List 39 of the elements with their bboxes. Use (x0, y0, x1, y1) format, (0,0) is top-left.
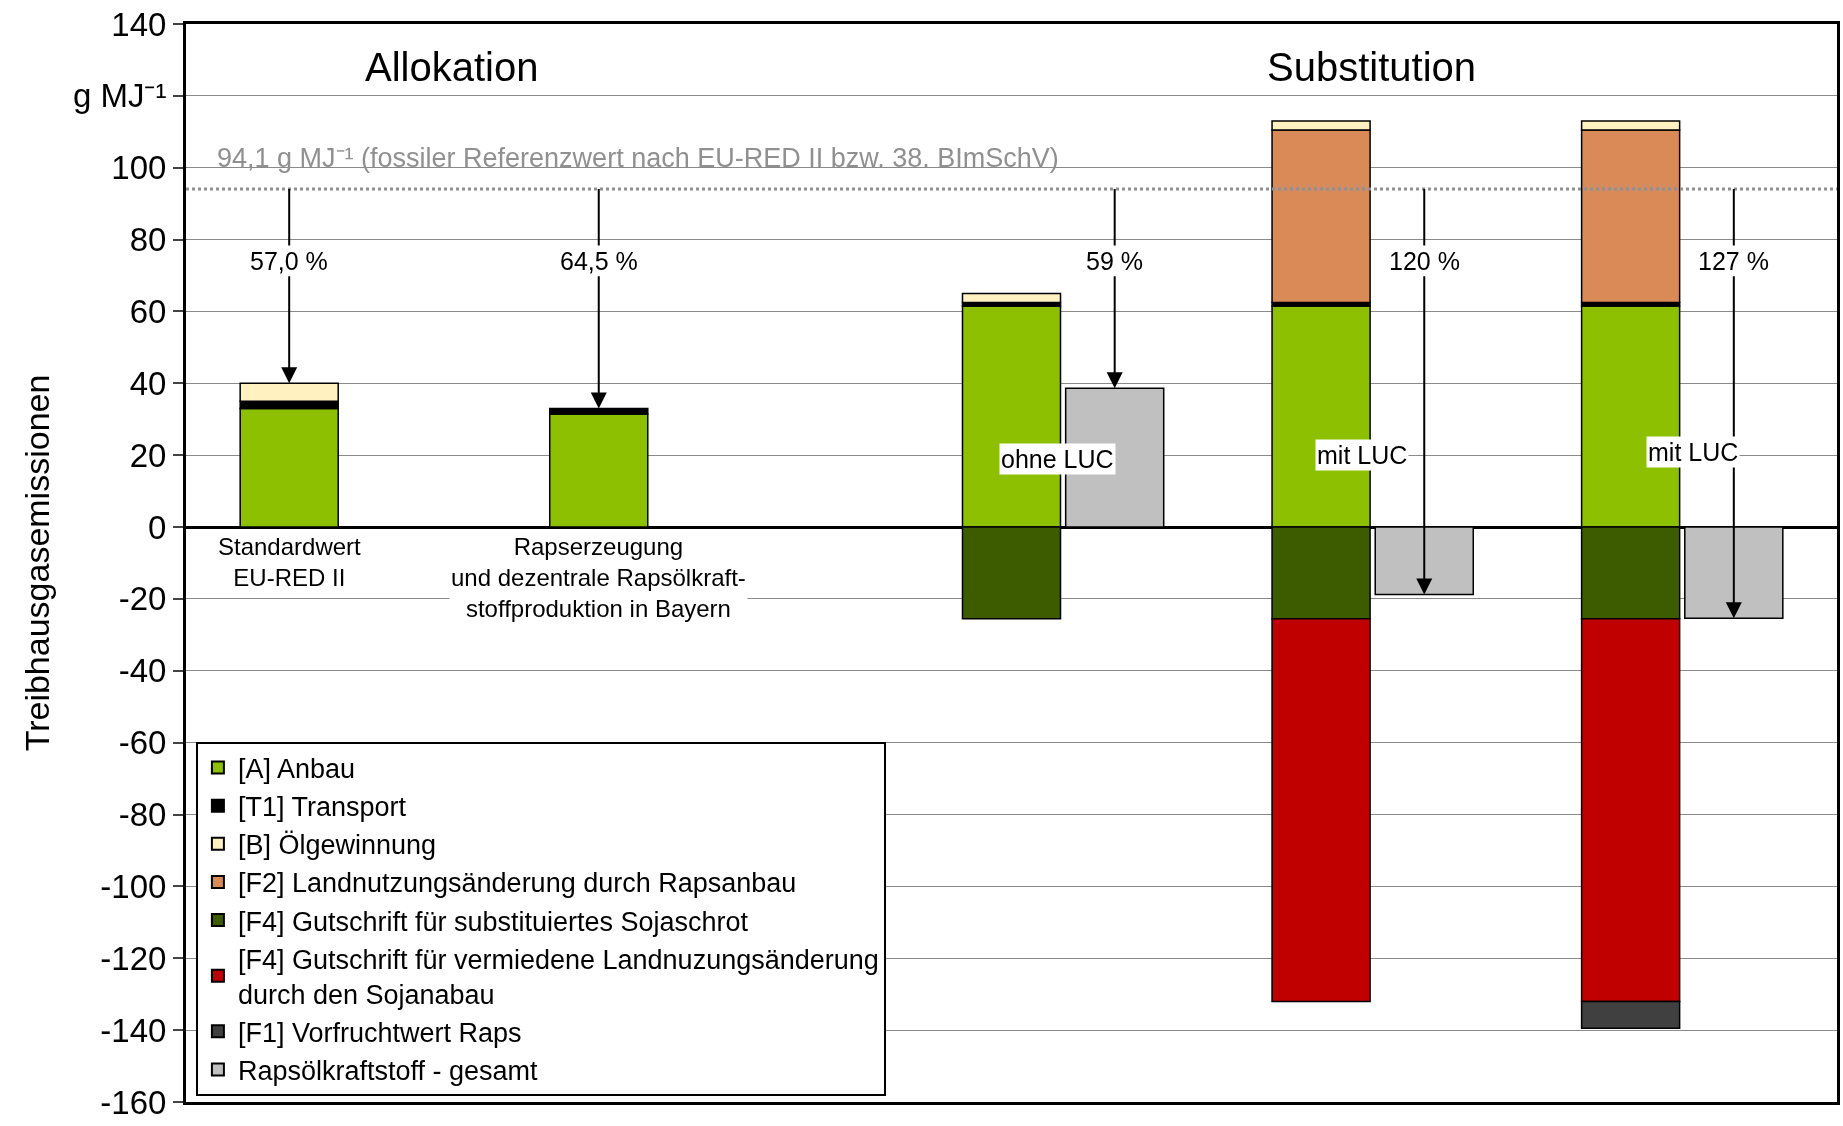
y-tick-label: 20 (129, 436, 167, 474)
y-tick-label: 40 (129, 364, 167, 402)
x-tick-label: Rapserzeugung und dezentrale Rapsölkraft- stoffproduktion in Bayern (451, 533, 746, 623)
y-tick-label: -20 (118, 580, 167, 618)
annotation: Allokation (365, 45, 539, 89)
x-tick-label: Standardwert EU-RED II (218, 533, 362, 592)
legend-label: [A] Anbau (237, 754, 356, 785)
legend-label: [B] Ölgewinnung (237, 830, 437, 861)
annotation: mit LUC (1317, 441, 1408, 469)
annotation: 127 % (1698, 247, 1769, 275)
y-tick-label: -100 (100, 867, 167, 905)
annotation: ohne LUC (1001, 445, 1114, 473)
annotation: mit LUC (1648, 438, 1739, 466)
y-tick-label: 140 (111, 5, 167, 43)
y-tick-label: 0 (148, 508, 167, 546)
y-tick-label: g MJ⁻¹ (72, 77, 167, 115)
legend-label: [F1] Vorfruchtwert Raps (237, 1017, 522, 1048)
y-tick-label: 100 (111, 149, 167, 187)
legend-label: Rapsölkraftstoff - gesamt (237, 1055, 539, 1086)
y-tick-label: -40 (118, 652, 167, 690)
annotation: 64,5 % (560, 247, 638, 275)
y-tick-label: -60 (118, 724, 167, 762)
legend-label: [F4] Gutschrift für substituiertes Sojaschrot (237, 906, 749, 937)
y-tick-label: 60 (129, 293, 167, 331)
y-tick-label: -80 (118, 796, 167, 834)
y-tick-label: -160 (100, 1083, 167, 1121)
annotation: 57,0 % (250, 247, 328, 275)
y-tick-label: 80 (129, 221, 167, 259)
legend-label: [T1] Transport (237, 792, 407, 823)
annotation: 59 % (1086, 247, 1143, 275)
y-axis-title: Treibhausgasemissionen (17, 374, 56, 752)
legend-label: [F4] Gutschrift für vermiedene Landnuzungsänderung durch den Sojanabau (237, 944, 879, 1010)
legend-label: [F2] Landnutzungsänderung durch Rapsanbau (237, 868, 797, 899)
annotation: 120 % (1389, 247, 1460, 275)
ref-line-label: 94,1 g MJ⁻¹ (fossiler Referenzwert nach EU-RED II bzw. 38. BImSchV) (217, 143, 1059, 173)
annotation: Substitution (1267, 45, 1477, 89)
bar (961, 292, 1062, 304)
y-tick-label: -140 (100, 1011, 167, 1049)
y-tick-label: -120 (100, 939, 167, 977)
